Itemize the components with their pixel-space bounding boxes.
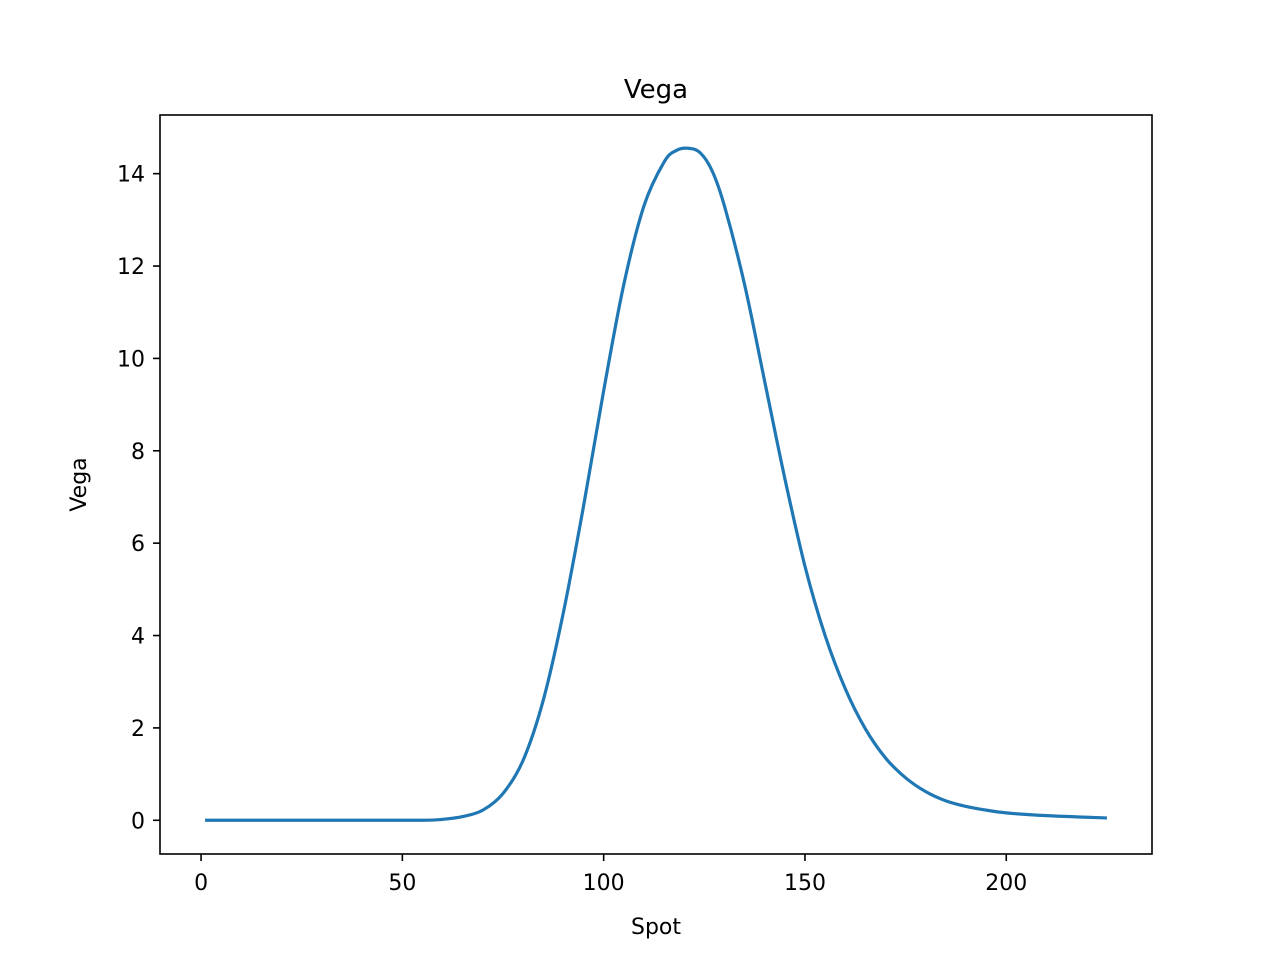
y-tick-label: 10 — [117, 347, 145, 372]
plot-frame — [159, 114, 1153, 855]
y-tick-label: 12 — [117, 255, 145, 280]
ticks-group: 0 50 100 150 200 0 2 4 6 8 10 12 14 — [117, 163, 1027, 896]
y-tick-label: 2 — [131, 717, 145, 742]
y-axis-label: Vega — [67, 457, 92, 511]
series-group — [205, 146, 1107, 822]
y-tick-label: 14 — [117, 163, 145, 188]
y-tick-label: 8 — [131, 440, 145, 465]
x-tick-label: 0 — [194, 871, 208, 896]
y-tick-label: 4 — [131, 625, 145, 650]
series-line — [205, 146, 1107, 822]
x-tick-label: 200 — [985, 871, 1027, 896]
x-tick-label: 50 — [388, 871, 416, 896]
x-axis-label: Spot — [631, 915, 681, 940]
y-tick-label: 0 — [131, 809, 145, 834]
chart-title: Vega — [624, 75, 688, 105]
x-tick-label: 150 — [784, 871, 826, 896]
y-tick-label: 6 — [131, 532, 145, 557]
x-tick-label: 100 — [583, 871, 625, 896]
